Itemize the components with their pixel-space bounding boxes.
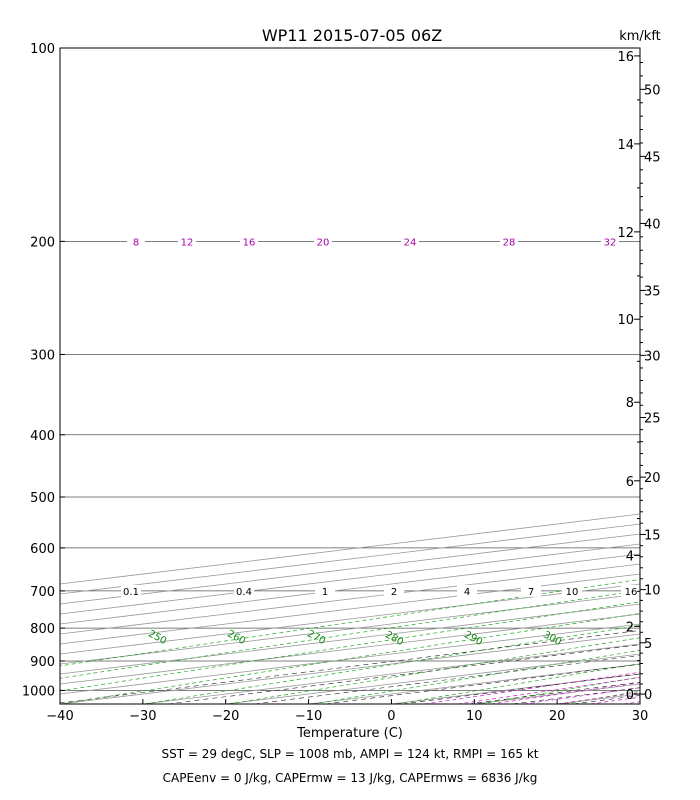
km-tick-label: 6	[626, 475, 634, 490]
isotherm-line	[60, 583, 640, 655]
isotherm-line	[60, 543, 640, 615]
km-tick-label: 4	[626, 549, 634, 564]
mixing-label-bg	[621, 584, 641, 597]
mixing-label-bg	[234, 584, 254, 597]
footer-line-1: SST = 29 degC, SLP = 1008 mb, AMPI = 124…	[161, 747, 538, 761]
kft-tick-label: 50	[644, 83, 661, 98]
pressure-tick-label: 1000	[22, 684, 55, 699]
mixing-ratio-label: 0.1	[123, 587, 139, 598]
plot-frame	[59, 47, 641, 705]
mixing-ratio-label: 7	[528, 587, 534, 598]
mixing-ratio-line	[167, 644, 640, 704]
temperature-tick-label: −20	[212, 709, 239, 724]
kft-tick-label: 10	[644, 584, 661, 599]
moist-label-bg	[500, 235, 518, 248]
temperature-tick-label: 0	[387, 709, 395, 724]
temperature-tick-label: 10	[466, 709, 483, 724]
temperature-tick-label: 20	[549, 709, 566, 724]
mixing-ratio-line	[254, 655, 640, 704]
moist-adiabat-label: 8	[133, 237, 139, 248]
moist-label-bg	[401, 235, 419, 248]
moist-label-bg	[314, 235, 332, 248]
kft-tick-label: 20	[644, 471, 661, 486]
mixing-label-bg	[315, 584, 335, 597]
dry-adiabat-line	[312, 650, 640, 704]
moist-adiabat-label: 16	[243, 237, 256, 248]
kft-tick-label: 0	[644, 688, 652, 703]
km-tick-label: 14	[617, 138, 634, 153]
x-axis-label: Temperature (C)	[296, 726, 403, 741]
temperature-tick-label: 30	[632, 709, 649, 724]
km-tick-label: 10	[617, 313, 634, 328]
pressure-tick-label: 500	[30, 491, 55, 506]
footer-line-2: CAPEenv = 0 J/kg, CAPErmw = 13 J/kg, CAP…	[163, 771, 538, 785]
mixing-label-bg	[121, 584, 141, 597]
mixing-ratio-label: 2	[391, 587, 397, 598]
right-axis-label: km/kft	[619, 29, 661, 44]
mixing-label-bg	[521, 584, 541, 597]
mixing-ratio-label: 1	[322, 587, 328, 598]
isotherm-line	[60, 553, 640, 625]
moist-label-bg	[178, 235, 196, 248]
mixing-ratio-line	[468, 681, 640, 704]
temperature-tick-label: −30	[129, 709, 156, 724]
mixing-label-bg	[562, 584, 582, 597]
pressure-tick-label: 100	[30, 42, 55, 57]
dry-adiabat-line	[60, 601, 640, 692]
km-tick-label: 16	[617, 50, 634, 65]
dry-adiabat-line	[60, 579, 640, 667]
kft-tick-label: 5	[644, 637, 652, 652]
km-tick-label: 12	[617, 226, 634, 241]
kft-tick-label: 30	[644, 349, 661, 364]
kft-tick-label: 25	[644, 411, 661, 426]
kft-tick-label: 40	[644, 217, 661, 232]
mixing-ratio-line	[60, 630, 640, 704]
pressure-tick-label: 400	[30, 429, 55, 444]
kft-tick-label: 35	[644, 284, 661, 299]
moist-adiabat-label: 28	[503, 237, 516, 248]
km-tick-label: 0	[626, 688, 634, 703]
moist-label-bg	[601, 235, 619, 248]
moist-label-bg	[240, 235, 258, 248]
pressure-tick-label: 200	[30, 235, 55, 250]
pressure-tick-label: 900	[30, 655, 55, 670]
temperature-tick-label: −40	[46, 709, 73, 724]
moist-label-bg	[127, 235, 145, 248]
dry-adiabat-line	[144, 625, 640, 704]
mixing-ratio-label: 10	[566, 587, 579, 598]
mixing-ratio-label: 4	[464, 587, 470, 598]
mixing-ratio-label: 16	[625, 587, 638, 598]
mixing-label-bg	[457, 584, 477, 597]
moist-adiabat-label: 20	[317, 237, 330, 248]
pressure-tick-label: 700	[30, 585, 55, 600]
kft-tick-label: 45	[644, 150, 661, 165]
pressure-tick-label: 800	[30, 622, 55, 637]
pressure-tick-label: 600	[30, 542, 55, 557]
moist-adiabat-label: 32	[604, 237, 617, 248]
kft-tick-label: 15	[644, 528, 661, 543]
mixing-ratio-line	[325, 663, 640, 704]
moist-adiabat-label: 12	[181, 237, 194, 248]
km-tick-label: 8	[626, 396, 634, 411]
temperature-tick-label: −10	[295, 709, 322, 724]
moist-adiabat-label: 24	[404, 237, 417, 248]
mixing-ratio-line	[402, 673, 640, 704]
mixing-ratio-label: 0.4	[236, 587, 252, 598]
chart-title: WP11 2015-07-05 06Z	[262, 26, 442, 45]
pressure-tick-label: 300	[30, 348, 55, 363]
km-tick-label: 2	[626, 620, 634, 635]
mixing-label-bg	[384, 584, 404, 597]
